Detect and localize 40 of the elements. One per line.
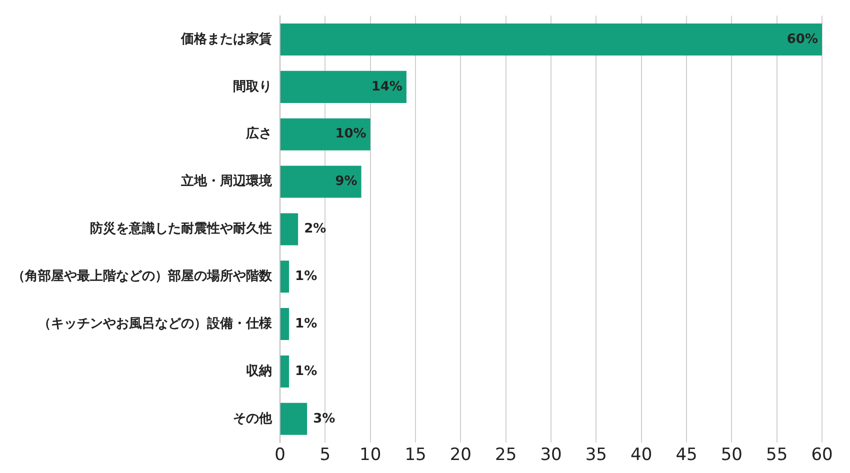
bar <box>280 308 290 340</box>
bar <box>280 118 370 150</box>
bar <box>280 70 406 103</box>
x-tick-label: 55 <box>766 445 788 466</box>
y-tick-label: 防災を意識した耐震性や耐久性 <box>90 220 272 237</box>
x-tick-label: 0 <box>274 445 286 466</box>
data-label: 1% <box>295 316 318 332</box>
data-label: 9% <box>335 174 358 190</box>
data-label: 3% <box>313 411 336 426</box>
x-tick-label: 25 <box>495 445 517 466</box>
data-label: 60% <box>786 32 818 47</box>
x-tick-label: 5 <box>320 445 331 466</box>
x-tick-label: 20 <box>450 445 472 466</box>
x-tick-label: 50 <box>720 445 742 466</box>
y-tick-label: （キッチンやお風呂などの）設備・仕様 <box>38 315 273 332</box>
bar <box>280 166 362 198</box>
data-label: 14% <box>371 79 402 94</box>
bar <box>280 402 308 435</box>
x-tick-label: 10 <box>360 445 382 466</box>
y-tick-label: 広さ <box>245 126 272 142</box>
x-tick-label: 30 <box>540 445 562 466</box>
x-tick-label: 45 <box>676 445 698 466</box>
data-label: 2% <box>304 222 326 237</box>
data-label: 10% <box>335 126 366 142</box>
bar <box>280 260 290 293</box>
data-label: 1% <box>295 364 318 379</box>
bar <box>280 24 822 56</box>
y-tick-label: その他 <box>233 411 273 426</box>
x-tick-label: 40 <box>630 445 652 466</box>
y-tick-label: 価格または家賃 <box>180 30 272 47</box>
x-tick-label: 60 <box>811 445 833 466</box>
y-tick-label: 間取り <box>233 79 272 94</box>
x-tick-label: 15 <box>404 445 426 466</box>
bar <box>280 213 298 246</box>
y-tick-label: 収納 <box>246 364 272 379</box>
bar <box>280 355 290 388</box>
data-label: 1% <box>295 268 318 284</box>
y-tick-label: （角部屋や最上階などの）部屋の場所や階数 <box>12 268 273 284</box>
x-tick-label: 35 <box>585 445 607 466</box>
y-tick-label: 立地・周辺環境 <box>180 173 273 190</box>
